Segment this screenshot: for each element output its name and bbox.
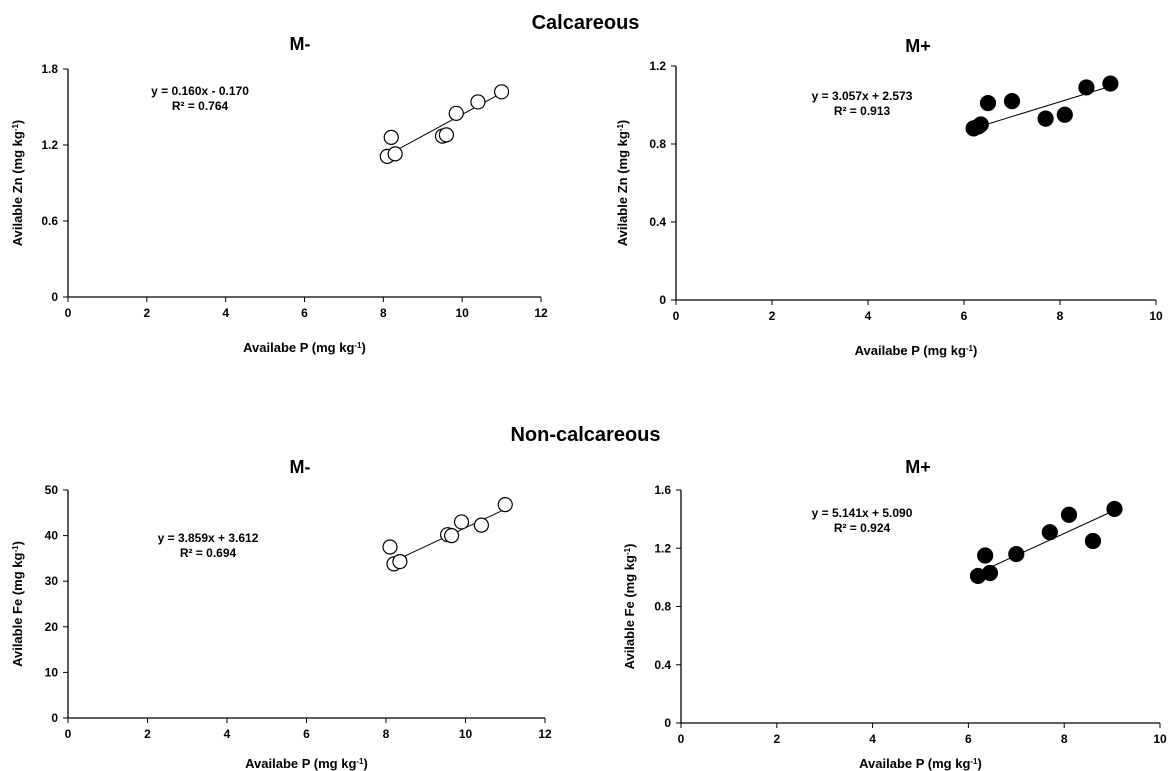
data-point-1-7 [1078, 79, 1095, 96]
data-point-0-4 [438, 127, 454, 143]
y-tick-label-1-1: 0.4 [649, 215, 666, 229]
y-tick-label-0-0: 0 [51, 290, 58, 304]
y-tick-label-2-5: 50 [45, 483, 59, 497]
data-point-1-4 [1003, 92, 1021, 110]
x-tick-label-2-5: 10 [459, 727, 473, 741]
data-point-0-1 [383, 129, 399, 145]
x-tick-label-2-3: 6 [303, 727, 310, 741]
y-axis-label-1: Avilable Zn (mg kg-1) [615, 120, 630, 247]
x-tick-label-0-3: 6 [301, 306, 308, 320]
chart-title-2: M- [290, 457, 311, 477]
x-tick-label-3-5: 10 [1153, 732, 1167, 746]
data-point-2-2 [392, 553, 408, 570]
x-tick-label-2-6: 12 [538, 727, 552, 741]
y-tick-label-3-4: 1.6 [654, 483, 671, 497]
x-tick-label-0-6: 12 [534, 306, 548, 320]
y-tick-label-0-1: 0.6 [41, 214, 58, 228]
y-tick-label-3-2: 0.8 [654, 600, 671, 614]
data-point-3-3 [1008, 545, 1025, 563]
y-tick-label-0-3: 1.8 [41, 62, 58, 76]
x-tick-label-0-1: 2 [143, 306, 150, 320]
trend-equation-1: y = 3.057x + 2.573 [812, 89, 913, 103]
data-point-0-2 [387, 146, 403, 162]
trend-equation-0: y = 0.160x - 0.170 [151, 84, 249, 98]
data-point-2-6 [473, 517, 489, 533]
data-point-3-4 [1041, 524, 1058, 541]
chart-title-0: M- [290, 34, 311, 54]
x-tick-label-0-2: 4 [222, 306, 229, 320]
data-point-3-6 [1084, 532, 1102, 550]
section-title-non-calcareous: Non-calcareous [510, 424, 661, 446]
trend-r2-3: R² = 0.924 [834, 521, 891, 535]
x-tick-label-0-4: 8 [380, 306, 387, 320]
y-tick-label-2-3: 30 [45, 574, 59, 588]
x-tick-label-3-0: 0 [678, 732, 685, 746]
data-point-3-1 [977, 547, 994, 564]
x-tick-label-3-3: 6 [965, 732, 972, 746]
x-axis-label-1: Availabe P (mg kg-1) [855, 343, 978, 358]
trend-r2-1: R² = 0.913 [834, 104, 891, 118]
x-tick-label-3-2: 4 [869, 732, 876, 746]
chart-title-3: M+ [905, 457, 931, 477]
x-tick-label-2-2: 4 [224, 727, 231, 741]
y-tick-label-1-0: 0 [659, 293, 666, 307]
x-axis-label-2: Availabe P (mg kg-1) [245, 756, 368, 771]
x-tick-label-1-3: 6 [961, 309, 968, 323]
chart-title-1: M+ [905, 36, 931, 56]
y-tick-label-1-2: 0.8 [649, 137, 666, 151]
x-tick-label-0-0: 0 [65, 306, 72, 320]
data-point-2-5 [453, 514, 470, 530]
data-point-0-5 [448, 105, 464, 121]
y-tick-label-1-3: 1.2 [649, 59, 666, 73]
y-tick-label-3-1: 0.4 [654, 658, 671, 672]
data-point-3-2 [981, 564, 999, 582]
y-axis-label-2: Avilable Fe (mg kg-1) [10, 541, 25, 667]
section-title-calcareous: Calcareous [531, 12, 640, 34]
x-tick-label-1-2: 4 [865, 309, 872, 323]
x-tick-label-2-0: 0 [65, 727, 72, 741]
data-point-1-8 [1102, 75, 1119, 92]
y-tick-label-2-2: 20 [45, 620, 59, 634]
data-point-3-5 [1060, 506, 1078, 523]
data-point-1-6 [1056, 106, 1073, 123]
trend-r2-0: R² = 0.764 [172, 99, 229, 113]
y-axis-label-0: Avilable Zn (mg kg-1) [10, 120, 25, 247]
x-axis-label-3: Availabe P (mg kg-1) [859, 756, 982, 771]
data-point-2-7 [497, 496, 513, 513]
trend-equation-3: y = 5.141x + 5.090 [812, 506, 913, 520]
data-point-0-7 [493, 84, 510, 100]
data-point-0-6 [470, 94, 486, 110]
data-point-3-7 [1106, 500, 1123, 518]
x-tick-label-0-5: 10 [455, 306, 469, 320]
y-tick-label-0-2: 1.2 [41, 138, 58, 152]
x-tick-label-3-1: 2 [773, 732, 780, 746]
trend-r2-2: R² = 0.694 [180, 546, 237, 560]
y-tick-label-2-4: 40 [45, 529, 59, 543]
y-tick-label-3-0: 0 [664, 716, 671, 730]
y-axis-label-3: Avilable Fe (mg kg-1) [622, 544, 637, 670]
x-tick-label-1-4: 8 [1057, 309, 1064, 323]
y-tick-label-2-1: 10 [45, 665, 59, 679]
trend-equation-2: y = 3.859x + 3.612 [158, 531, 259, 545]
data-point-1-2 [972, 116, 989, 133]
x-tick-label-1-5: 10 [1149, 309, 1163, 323]
x-tick-label-1-0: 0 [673, 309, 680, 323]
data-point-1-5 [1037, 110, 1054, 127]
trendline-3 [977, 509, 1115, 574]
x-axis-label-0: Availabe P (mg kg-1) [243, 340, 366, 355]
x-tick-label-2-4: 8 [383, 727, 390, 741]
data-point-1-3 [979, 94, 997, 112]
data-point-2-0 [382, 539, 398, 555]
y-tick-label-2-0: 0 [51, 711, 58, 725]
x-tick-label-1-1: 2 [769, 309, 776, 323]
x-tick-label-3-4: 8 [1061, 732, 1068, 746]
y-tick-label-3-3: 1.2 [654, 541, 671, 555]
data-point-2-4 [443, 527, 460, 544]
x-tick-label-2-1: 2 [144, 727, 151, 741]
